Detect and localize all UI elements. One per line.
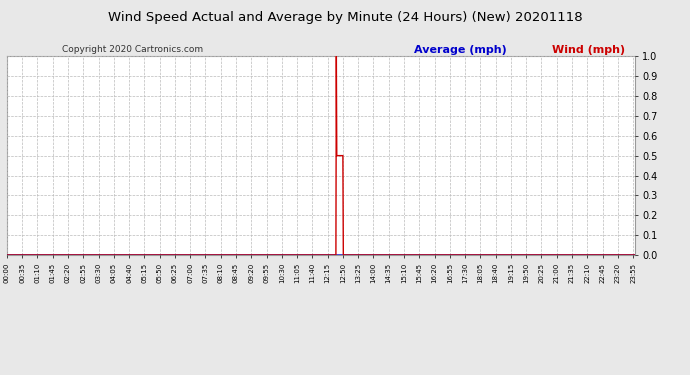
Text: Copyright 2020 Cartronics.com: Copyright 2020 Cartronics.com <box>62 45 204 54</box>
Text: Wind (mph): Wind (mph) <box>552 45 625 55</box>
Text: Wind Speed Actual and Average by Minute (24 Hours) (New) 20201118: Wind Speed Actual and Average by Minute … <box>108 11 582 24</box>
Text: Average (mph): Average (mph) <box>414 45 506 55</box>
